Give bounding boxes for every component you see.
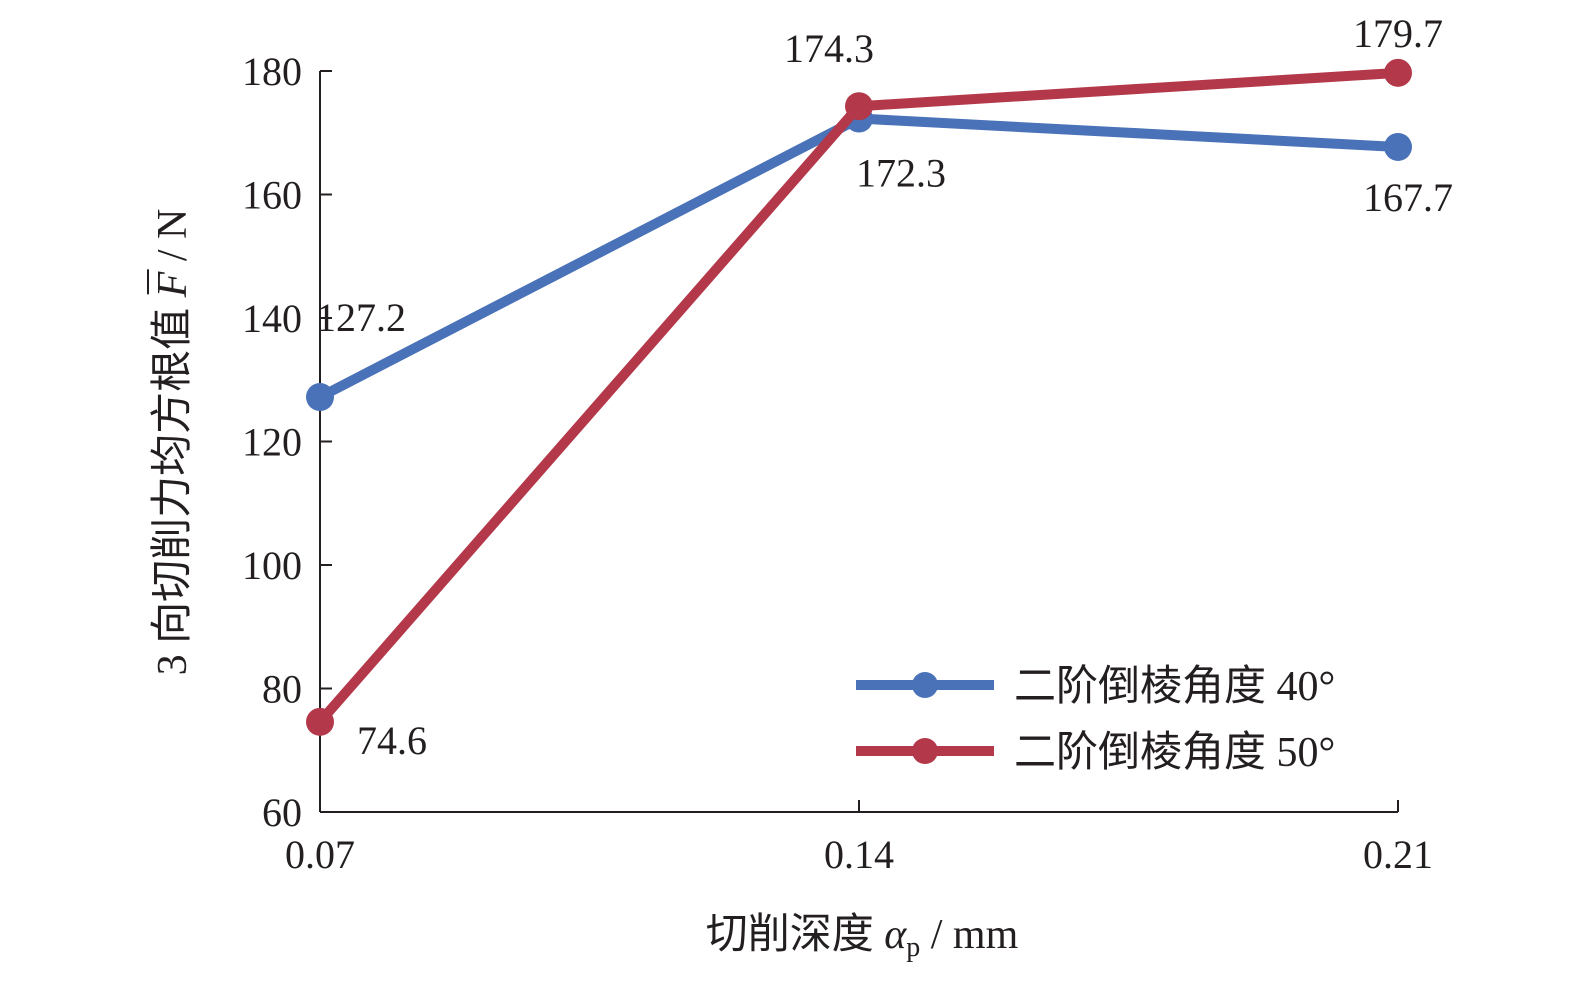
series-2-point bbox=[306, 707, 334, 736]
x-axis-title: 切削深度 αp / mm bbox=[706, 912, 1019, 963]
y-ticks: 60 80 100 120 140 160 180 bbox=[242, 49, 332, 835]
legend-item-series-2: 二阶倒棱角度 50° bbox=[856, 730, 1335, 776]
legend-swatch-marker bbox=[912, 672, 938, 698]
series-1-point bbox=[1384, 132, 1412, 161]
data-label: 167.7 bbox=[1363, 175, 1453, 220]
y-tick-label: 160 bbox=[242, 173, 302, 218]
x-ticks: 0.07 0.14 0.21 bbox=[285, 800, 1433, 877]
data-label: 172.3 bbox=[856, 151, 946, 196]
series-2-point bbox=[1384, 58, 1412, 87]
data-label: 74.6 bbox=[357, 718, 427, 763]
series-1-point bbox=[306, 383, 334, 412]
y-axis-title: 3 向切削力均方根值 F / N bbox=[150, 209, 196, 676]
series-layer bbox=[306, 58, 1412, 736]
data-label: 174.3 bbox=[784, 26, 874, 71]
y-tick-label: 120 bbox=[242, 420, 302, 465]
data-label: 127.2 bbox=[316, 295, 406, 340]
y-tick-label: 180 bbox=[242, 49, 302, 94]
y-tick-label: 80 bbox=[262, 667, 302, 712]
x-tick-label: 0.21 bbox=[1363, 832, 1433, 877]
data-labels: 127.2 172.3 167.7 74.6 174.3 179.7 bbox=[316, 11, 1453, 763]
y-tick-label: 60 bbox=[262, 790, 302, 835]
legend-swatch-marker bbox=[912, 738, 938, 764]
y-tick-label: 100 bbox=[242, 543, 302, 588]
legend-label-series-2: 二阶倒棱角度 50° bbox=[1014, 730, 1335, 776]
x-tick-label: 0.07 bbox=[285, 832, 355, 877]
legend-item-series-1: 二阶倒棱角度 40° bbox=[856, 664, 1335, 710]
legend-label-series-1: 二阶倒棱角度 40° bbox=[1014, 664, 1335, 710]
series-2-point bbox=[845, 92, 873, 121]
data-label: 179.7 bbox=[1353, 11, 1443, 56]
y-tick-label: 140 bbox=[242, 296, 302, 341]
legend: 二阶倒棱角度 40° 二阶倒棱角度 50° bbox=[856, 664, 1335, 776]
x-tick-label: 0.14 bbox=[824, 832, 894, 877]
